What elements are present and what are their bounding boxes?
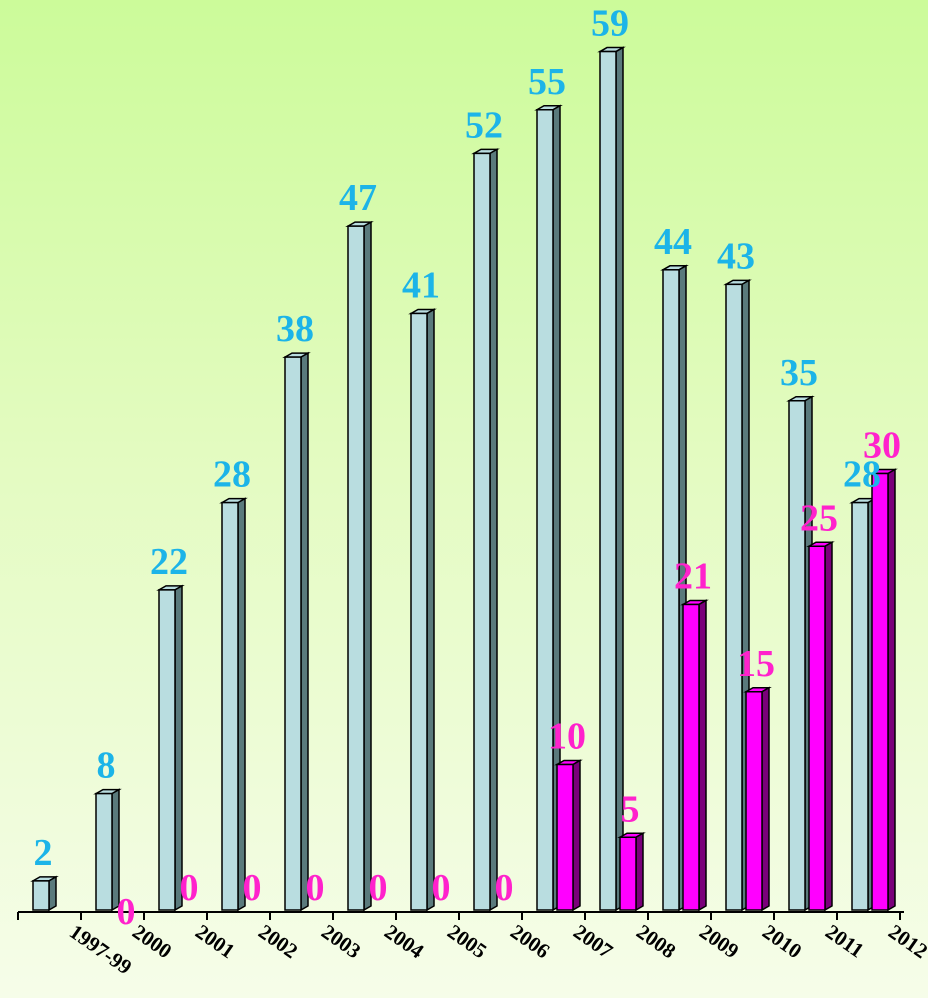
bar <box>617 831 646 912</box>
data-label: 5 <box>621 788 640 830</box>
bar <box>743 686 772 912</box>
bar-side-face <box>698 599 707 912</box>
bar <box>345 220 374 912</box>
data-label: 0 <box>306 867 325 909</box>
data-label: 28 <box>843 454 881 496</box>
x-tick-label: 2010 <box>758 919 806 963</box>
bar <box>554 759 583 912</box>
data-label: 22 <box>150 541 188 583</box>
bar-side-face <box>363 220 372 912</box>
x-tick-label: 2007 <box>569 919 617 963</box>
bar-side-face <box>572 759 581 912</box>
bar-front-face <box>808 545 826 911</box>
bar-front-face <box>536 109 554 911</box>
x-tick-label: 2003 <box>317 919 365 963</box>
x-tick-label: 2012 <box>884 919 928 963</box>
bar-front-face <box>158 589 176 911</box>
bar-front-face <box>599 50 617 911</box>
x-tick-label: 2008 <box>632 919 680 963</box>
x-tick-label: 2004 <box>380 919 429 963</box>
bar-front-face <box>682 603 700 911</box>
bar-front-face <box>347 225 365 911</box>
data-label: 0 <box>432 867 451 909</box>
data-label: 21 <box>674 555 712 597</box>
bar-front-face <box>556 763 574 911</box>
data-label: 38 <box>276 308 314 350</box>
x-tick-label: 2009 <box>695 919 743 963</box>
bar <box>156 584 185 912</box>
bar-front-face <box>619 836 637 911</box>
data-label: 43 <box>717 235 755 277</box>
data-label: 0 <box>180 867 199 909</box>
x-tick-label: 2011 <box>821 919 868 962</box>
bar <box>471 148 500 912</box>
bar-front-face <box>95 792 113 911</box>
data-label: 44 <box>654 221 692 263</box>
x-tick-label: 2006 <box>506 919 554 963</box>
data-label: 2 <box>34 832 53 874</box>
data-label: 8 <box>97 745 116 787</box>
bar <box>219 497 248 912</box>
bar-side-face <box>300 351 309 912</box>
x-tick-label: 2001 <box>191 919 239 963</box>
data-label: 0 <box>243 867 262 909</box>
data-label: 52 <box>465 104 503 146</box>
bar-front-face <box>221 501 239 911</box>
bar-front-face <box>851 501 869 911</box>
bar <box>849 497 878 912</box>
data-label: 25 <box>800 497 838 539</box>
data-label: 0 <box>495 867 514 909</box>
bar <box>30 875 59 912</box>
data-label: 47 <box>339 177 377 219</box>
bar-side-face <box>761 686 770 912</box>
bar-side-face <box>887 468 896 912</box>
bar-front-face <box>871 472 889 911</box>
data-label: 59 <box>591 3 629 45</box>
data-label: 28 <box>213 454 251 496</box>
data-label: 0 <box>117 891 136 933</box>
bars-layer <box>30 46 898 912</box>
bar-front-face <box>284 356 302 911</box>
bar-side-face <box>174 584 183 912</box>
bar <box>93 788 122 912</box>
x-tick-label: 2002 <box>254 919 302 963</box>
bar <box>869 468 898 912</box>
bar <box>408 308 437 912</box>
data-label: 35 <box>780 352 818 394</box>
bar-front-face <box>745 691 763 911</box>
bar-side-face <box>48 875 57 912</box>
data-label: 15 <box>737 643 775 685</box>
bar <box>534 104 563 912</box>
data-label: 0 <box>369 867 388 909</box>
bar-side-face <box>426 308 435 912</box>
bar <box>680 599 709 912</box>
data-label: 10 <box>548 716 586 758</box>
bar-side-face <box>824 540 833 912</box>
data-label: 55 <box>528 61 566 103</box>
bar-side-face <box>615 46 624 912</box>
bar-front-face <box>662 269 680 911</box>
bar <box>282 351 311 912</box>
bar <box>597 46 626 912</box>
data-label: 30 <box>863 425 901 467</box>
bar-front-face <box>788 400 806 911</box>
data-label: 41 <box>402 264 440 306</box>
bar-front-face <box>32 880 50 911</box>
bar-front-face <box>473 152 491 911</box>
bar-front-face <box>725 283 743 911</box>
bar-front-face <box>410 312 428 911</box>
bar-side-face <box>489 148 498 912</box>
bar <box>806 540 835 912</box>
x-tick-label: 2005 <box>443 919 491 963</box>
bar-side-face <box>237 497 246 912</box>
bar-side-face <box>635 831 644 912</box>
